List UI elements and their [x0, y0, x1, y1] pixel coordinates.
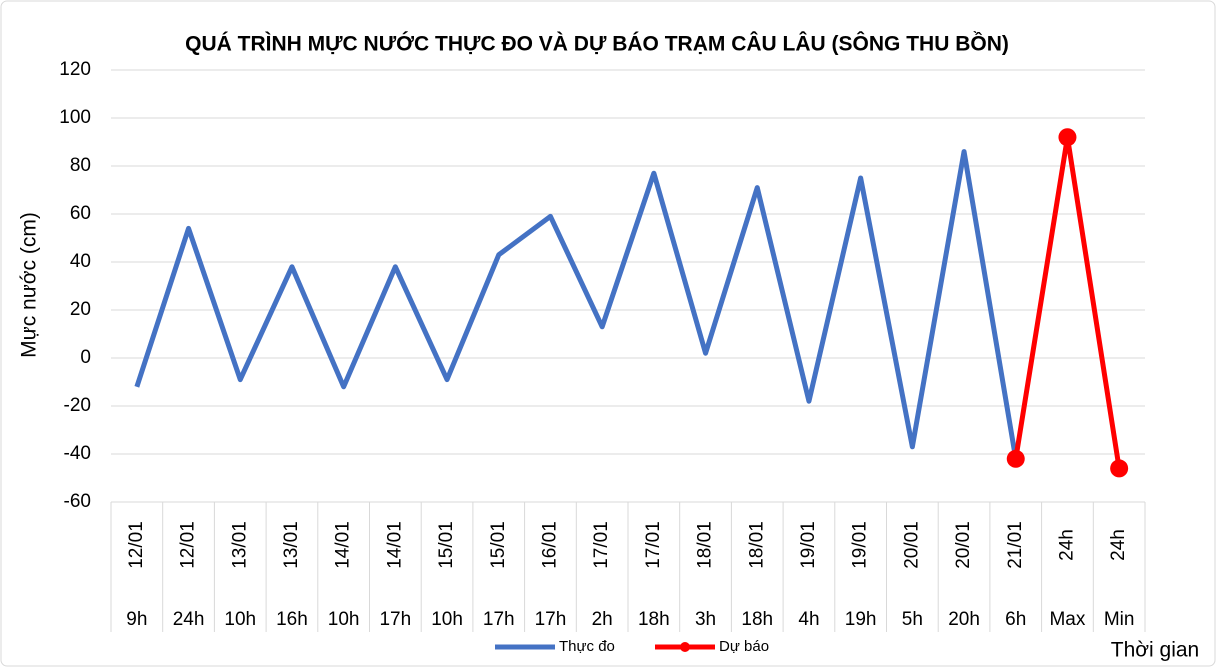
- legend-label: Dự báo: [719, 638, 769, 655]
- x-tick-label: 16h: [276, 609, 308, 630]
- x-tick-label: 24h: [173, 609, 205, 630]
- x-tick-label: 19h: [845, 609, 877, 630]
- series-line: [134, 149, 1019, 460]
- x-tick-label: 20h: [948, 609, 980, 630]
- y-tick-label: 20: [70, 299, 91, 320]
- x-tick-label: 18h: [638, 609, 670, 630]
- x-axis-label: Thời gian: [1111, 639, 1199, 662]
- x-tick-label: 19/01: [798, 521, 819, 569]
- x-tick-label: 2h: [592, 609, 613, 630]
- x-tick-label: 10h: [224, 609, 256, 630]
- y-tick-label: 0: [80, 347, 91, 368]
- x-tick-label: 18/01: [746, 521, 767, 569]
- y-axis-label: Mực nước (cm): [18, 212, 41, 358]
- series-marker: [1110, 459, 1129, 478]
- x-tick-label: 4h: [798, 609, 819, 630]
- x-tick-label: 10h: [431, 609, 463, 630]
- x-tick-label: 24h: [1056, 529, 1077, 561]
- x-tick-label: 20/01: [901, 521, 922, 569]
- x-tick-label: 15/01: [436, 521, 457, 569]
- y-tick-label: 120: [59, 59, 91, 80]
- y-tick-label: 100: [59, 107, 91, 128]
- x-tick-label: 12/01: [126, 521, 147, 569]
- y-tick-label: 80: [70, 155, 91, 176]
- x-tick-label: 10h: [328, 609, 360, 630]
- x-tick-label: 24h: [1108, 529, 1129, 561]
- x-tick-label: 19/01: [850, 521, 871, 569]
- x-tick-label: 16/01: [539, 521, 560, 569]
- x-tick-label: 5h: [902, 609, 923, 630]
- x-tick-label: Min: [1104, 609, 1135, 630]
- x-tick-label: 9h: [126, 609, 147, 630]
- x-tick-label: 13/01: [229, 521, 250, 569]
- y-tick-label: -40: [64, 443, 91, 464]
- y-tick-label: -20: [64, 395, 91, 416]
- legend-label: Thực đo: [559, 638, 615, 655]
- y-tick-label: -60: [64, 491, 91, 512]
- y-tick-label: 40: [70, 251, 91, 272]
- x-tick-label: 17/01: [591, 521, 612, 569]
- x-tick-label: 18/01: [695, 521, 716, 569]
- x-tick-label: 20/01: [953, 521, 974, 569]
- x-tick-label: 3h: [695, 609, 716, 630]
- x-tick-label: 12/01: [178, 521, 199, 569]
- x-tick-label: Max: [1049, 609, 1085, 630]
- y-tick-label: 60: [70, 203, 91, 224]
- series-marker: [1006, 449, 1025, 468]
- x-tick-label: 17h: [483, 609, 515, 630]
- x-tick-label: 13/01: [281, 521, 302, 569]
- x-tick-label: 6h: [1005, 609, 1026, 630]
- x-tick-label: 14/01: [384, 521, 405, 569]
- x-tick-label: 18h: [741, 609, 773, 630]
- chart-title: QUÁ TRÌNH MỰC NƯỚC THỰC ĐO VÀ DỰ BÁO TRẠ…: [185, 32, 1009, 56]
- series-marker: [1058, 128, 1077, 147]
- x-tick-label: 17h: [379, 609, 411, 630]
- x-tick-label: 14/01: [333, 521, 354, 569]
- x-tick-label: 21/01: [1005, 521, 1026, 569]
- x-tick-label: 17/01: [643, 521, 664, 569]
- legend-marker: [680, 642, 690, 652]
- x-tick-label: 17h: [535, 609, 567, 630]
- x-tick-label: 15/01: [488, 521, 509, 569]
